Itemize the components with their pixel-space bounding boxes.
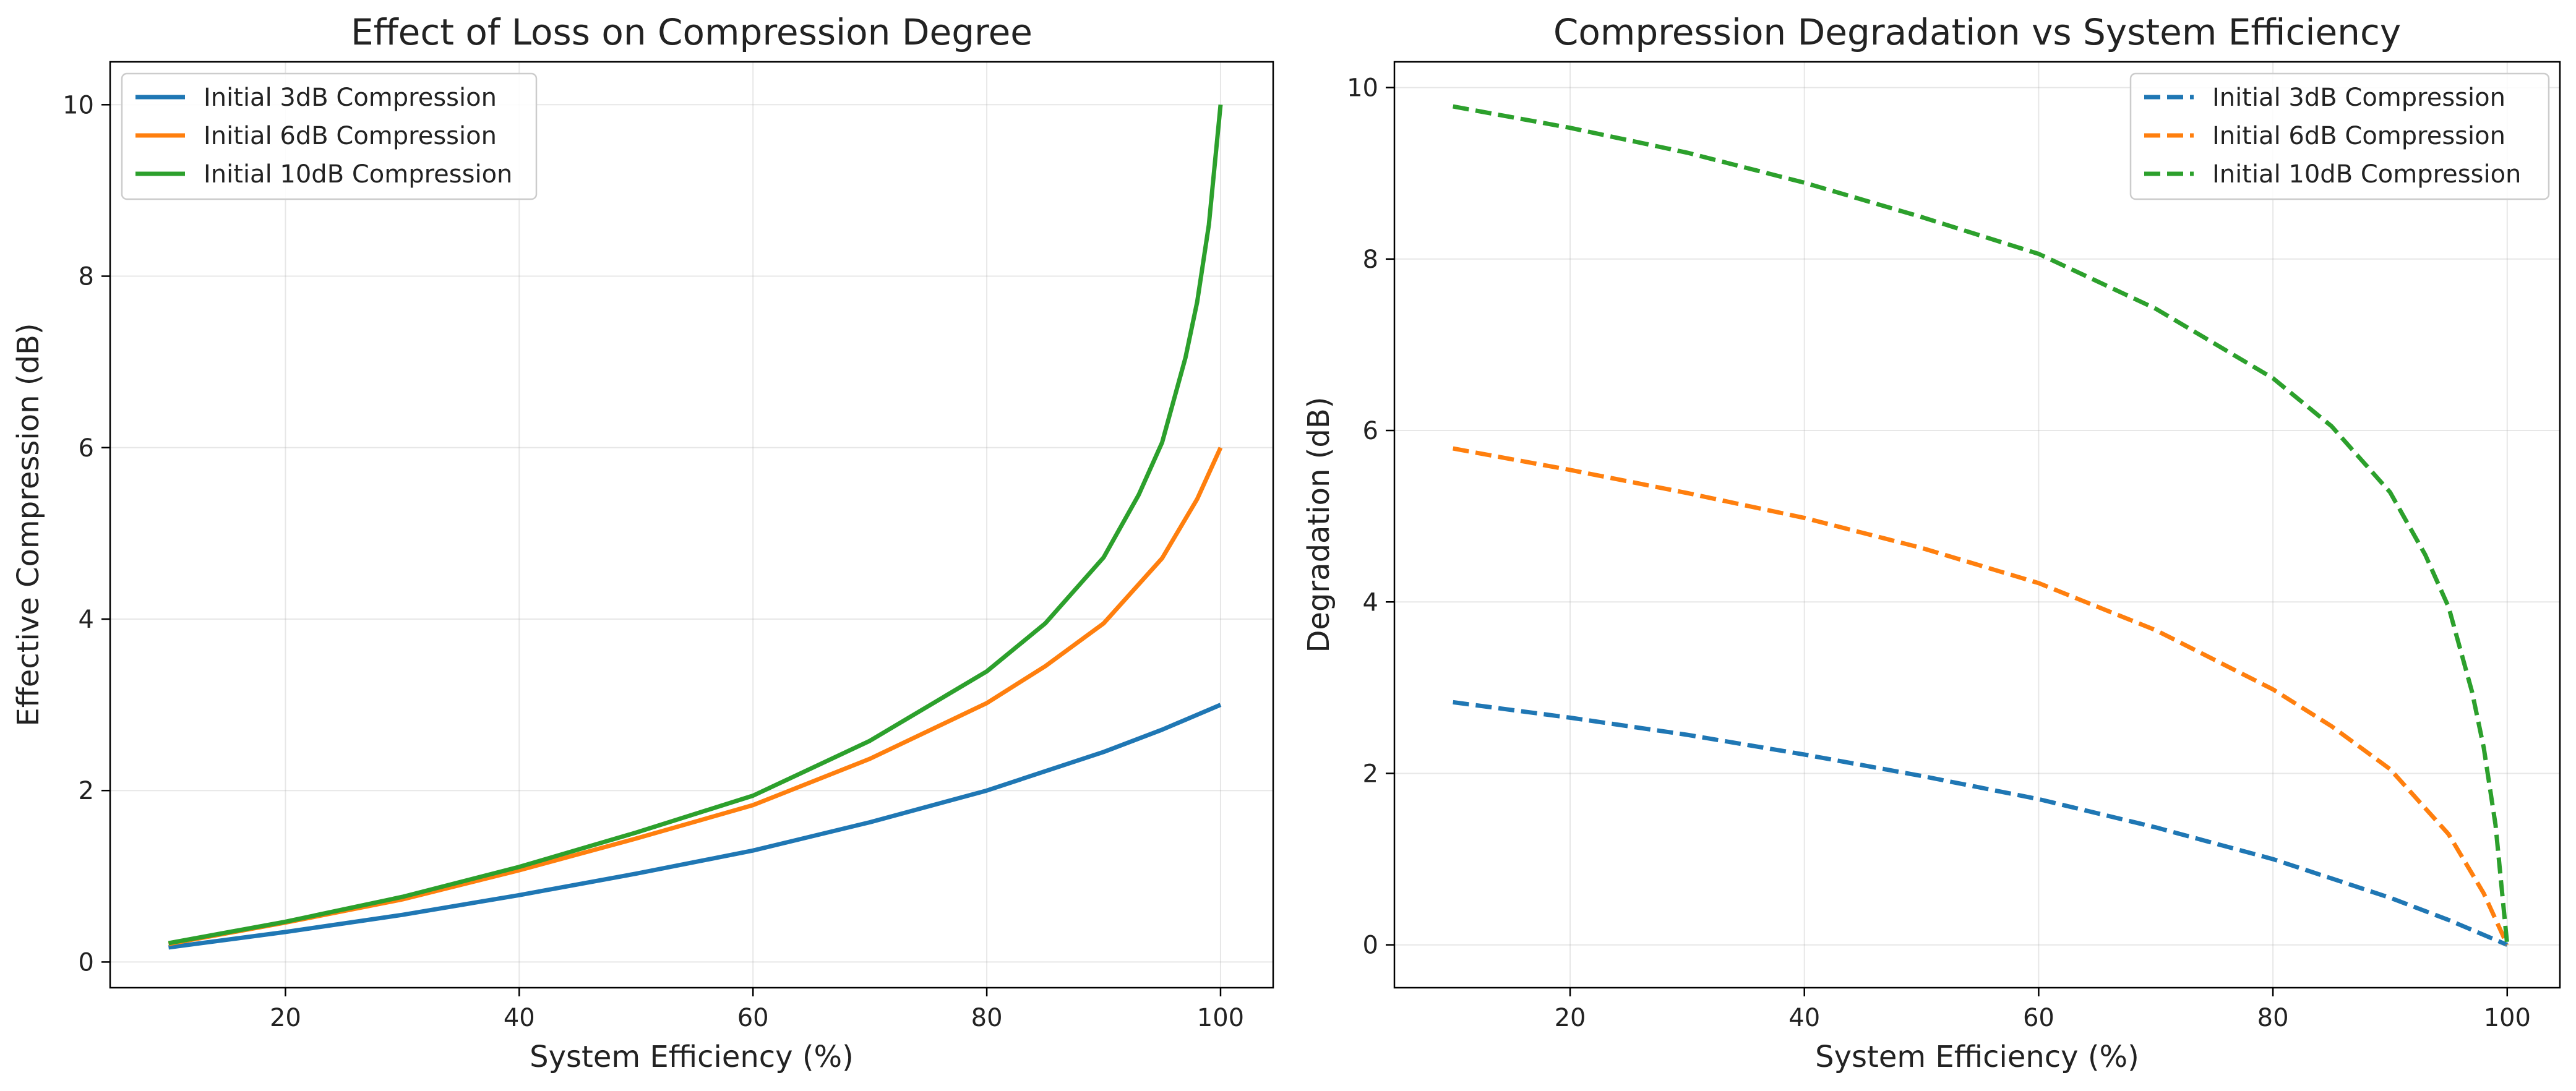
x-tick-label: 80: [2257, 1004, 2289, 1032]
y-tick-label: 10: [1347, 74, 1378, 103]
chart-title: Effect of Loss on Compression Degree: [351, 11, 1033, 53]
series-lines: [168, 104, 1223, 950]
series-line-10db: [1453, 104, 2510, 946]
y-tick-label: 2: [1363, 759, 1378, 788]
axis-ticks: 20 40 60 80 100 0 2 4 6 8 10: [1347, 74, 2531, 1032]
x-tick-label: 60: [2023, 1004, 2054, 1032]
series-line-3db: [168, 703, 1222, 950]
series-line-10db: [168, 104, 1223, 946]
x-tick-label: 100: [1197, 1004, 1244, 1032]
x-tick-label: 20: [270, 1004, 301, 1032]
x-axis-label: System Efficiency (%): [530, 1040, 854, 1074]
legend-label-10db: Initial 10dB Compression: [204, 160, 512, 189]
chart-compression-effect: 20 40 60 80 100 0 2 4 6 8 10 Effect of Loss on Com…: [11, 11, 1274, 1074]
legend-box: [2129, 72, 2550, 200]
x-tick-label: 80: [971, 1004, 1003, 1032]
x-tick-label: 60: [737, 1004, 769, 1032]
x-axis-label: System Efficiency (%): [1815, 1040, 2139, 1074]
x-tick-label: 20: [1555, 1004, 1586, 1032]
plot-frame: [1393, 61, 2561, 989]
series-lines: [1453, 104, 2510, 947]
legend-box: [121, 72, 538, 200]
legend-label-3db: Initial 3dB Compression: [204, 83, 497, 112]
y-tick-label: 0: [79, 948, 94, 977]
legend-label-6db: Initial 6dB Compression: [2212, 122, 2505, 150]
y-tick-label: 2: [79, 777, 94, 805]
legend: Initial 3dB Compression Initial 6dB Comp…: [121, 72, 538, 200]
y-tick-label: 8: [79, 263, 94, 291]
legend-label-3db: Initial 3dB Compression: [2212, 83, 2505, 112]
x-tick-label: 100: [2484, 1004, 2531, 1032]
series-line-6db: [168, 447, 1223, 946]
y-axis-label: Degradation (dB): [1302, 396, 1336, 652]
legend: Initial 3dB Compression Initial 6dB Comp…: [2129, 72, 2550, 200]
grid-lines: [110, 62, 1273, 988]
y-tick-label: 6: [1363, 417, 1378, 445]
series-line-3db: [1453, 700, 2509, 947]
y-tick-label: 4: [1363, 588, 1378, 617]
chart-compression-degradation: 20 40 60 80 100 0 2 4 6 8 10 Compression Degradati…: [1302, 11, 2561, 1074]
y-tick-label: 6: [79, 434, 94, 463]
y-tick-label: 8: [1363, 246, 1378, 274]
y-axis-label: Effective Compression (dB): [11, 323, 46, 726]
series-line-6db: [1453, 446, 2509, 946]
plot-frame: [109, 61, 1274, 989]
chart-title: Compression Degradation vs System Effici…: [1553, 11, 2401, 53]
legend-label-6db: Initial 6dB Compression: [204, 122, 497, 150]
y-tick-label: 0: [1363, 931, 1378, 960]
y-tick-label: 4: [79, 605, 94, 634]
axis-ticks: 20 40 60 80 100 0 2 4 6 8 10: [62, 91, 1244, 1032]
y-tick-label: 10: [62, 91, 94, 119]
x-tick-label: 40: [1788, 1004, 1820, 1032]
legend-label-10db: Initial 10dB Compression: [2212, 160, 2521, 189]
grid-lines: [1394, 62, 2560, 988]
x-tick-label: 40: [504, 1004, 535, 1032]
